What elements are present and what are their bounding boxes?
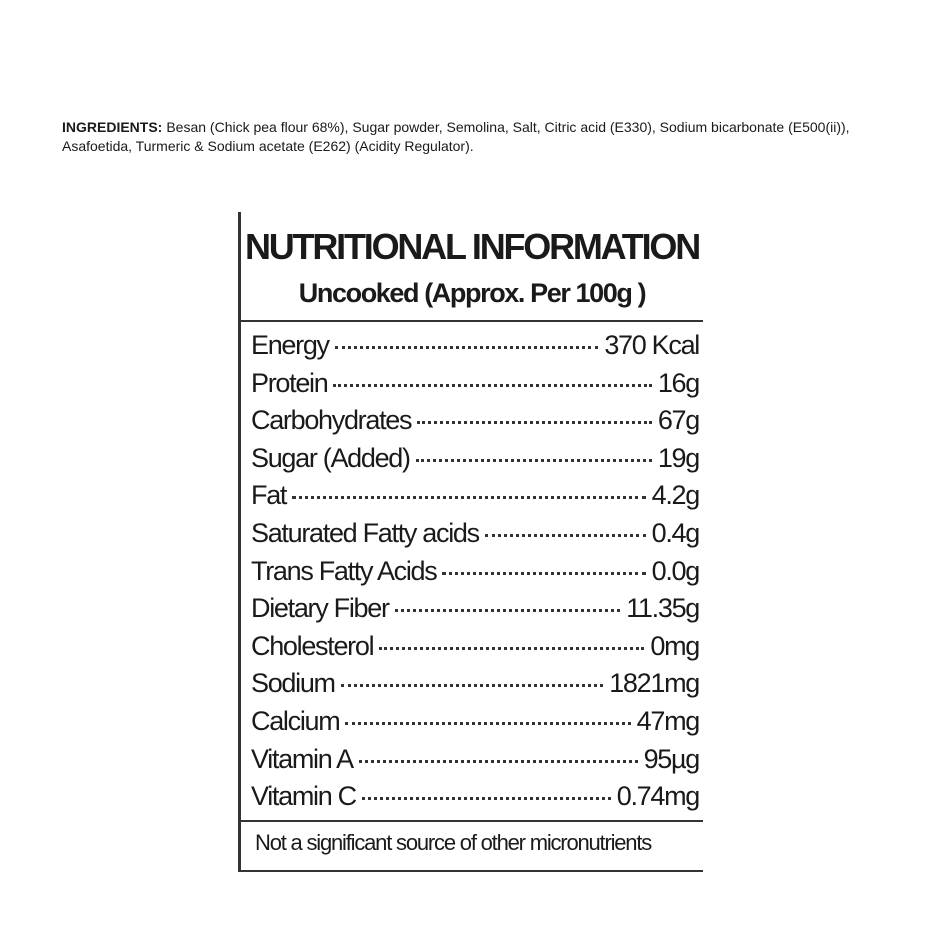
nutrient-list: Energy 370 Kcal Protein 16g Carbohydrates 67g…: [251, 330, 701, 819]
nutrient-value: 19g: [657, 442, 700, 473]
dot-leader: [484, 533, 646, 537]
footnote: Not a significant source of other micron…: [255, 830, 652, 855]
nutrient-value: 47mg: [636, 705, 701, 736]
nutrient-row: Protein 16g: [251, 367, 700, 406]
nutrient-value: 95µg: [643, 743, 701, 774]
nutrient-name: Dietary Fiber: [251, 593, 390, 624]
nutrient-value: 16g: [657, 367, 700, 398]
panel-subtitle: Uncooked (Approx. Per 100g ): [298, 278, 647, 308]
nutrient-row: Saturated Fatty acids 0.4g: [251, 517, 701, 556]
nutrient-name: Trans Fatty Acids: [251, 555, 438, 586]
nutrient-name: Sodium: [251, 668, 336, 699]
panel-title: NUTRITIONAL INFORMATION: [244, 226, 701, 267]
ingredients: INGREDIENTS: Besan (Chick pea flour 68%),…: [62, 118, 882, 156]
nutrient-row: Cholesterol 0mg: [251, 630, 700, 669]
dot-leader: [358, 759, 638, 763]
ingredients-label: INGREDIENTS:: [62, 119, 163, 135]
nutrient-name: Energy: [251, 330, 330, 360]
nutrient-name: Sugar (Added): [251, 442, 411, 473]
nutrient-value: 1821mg: [609, 668, 700, 699]
ingredients-text: Besan (Chick pea flour 68%), Sugar powde…: [62, 119, 850, 154]
dot-leader: [415, 458, 652, 462]
nutrient-value: 0mg: [650, 630, 700, 661]
nutrient-value: 370 Kcal: [604, 330, 700, 360]
nutrient-value: 67g: [657, 405, 700, 436]
nutrient-row: Sugar (Added) 19g: [251, 442, 700, 481]
dot-leader: [292, 496, 646, 500]
nutrient-value: 0.4g: [651, 517, 701, 548]
nutrient-row: Carbohydrates 67g: [251, 405, 700, 443]
nutrient-name: Carbohydrates: [251, 405, 413, 436]
dot-leader: [340, 684, 604, 688]
nutrient-name: Calcium: [251, 705, 341, 736]
dot-leader: [333, 383, 652, 387]
nutrient-name: Protein: [251, 367, 329, 398]
nutrient-value: 11.35g: [626, 593, 700, 624]
dot-leader: [442, 571, 646, 575]
nutrient-value: 0.0g: [651, 555, 701, 586]
nutrition-panel: NUTRITIONAL INFORMATION Uncooked (Approx…: [238, 212, 703, 872]
nutrient-row: Calcium 47mg: [251, 705, 701, 744]
nutrient-row: Energy 370 Kcal: [251, 330, 700, 368]
nutrient-row: Dietary Fiber 11.35g: [251, 593, 700, 631]
divider: [241, 820, 703, 822]
nutrient-value: 4.2g: [651, 480, 701, 511]
nutrient-row: Vitamin A 95µg: [251, 743, 701, 782]
nutrient-value: 0.74mg: [616, 781, 701, 812]
nutrient-name: Saturated Fatty acids: [251, 517, 480, 548]
dot-leader: [379, 646, 645, 650]
nutrient-row: Sodium 1821mg: [251, 668, 700, 706]
nutrient-row: Vitamin C 0.74mg: [251, 781, 701, 819]
nutrient-name: Cholesterol: [251, 630, 375, 661]
dot-leader: [394, 609, 621, 613]
nutrient-name: Vitamin A: [251, 743, 354, 774]
nutrient-name: Vitamin C: [251, 781, 357, 812]
nutrient-name: Fat: [251, 480, 287, 511]
dot-leader: [361, 797, 611, 801]
divider: [241, 320, 703, 322]
dot-leader: [345, 721, 631, 725]
nutrient-row: Trans Fatty Acids 0.0g: [251, 555, 701, 594]
dot-leader: [334, 346, 599, 349]
dot-leader: [417, 421, 652, 425]
nutrient-row: Fat 4.2g: [251, 480, 701, 518]
